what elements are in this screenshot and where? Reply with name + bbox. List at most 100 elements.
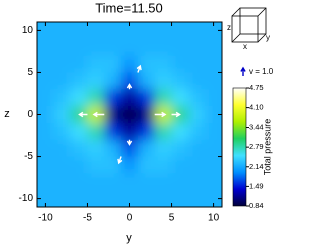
heatmap-cell xyxy=(171,22,189,40)
heatmap-cell xyxy=(70,89,88,107)
x-tick-label: -5 xyxy=(83,213,92,224)
heatmap-cell xyxy=(104,38,122,57)
heatmap-cell xyxy=(70,55,88,73)
heatmap-cell xyxy=(53,89,72,107)
y-tick-label: 5 xyxy=(27,67,33,78)
heatmap-cell xyxy=(154,38,173,57)
heatmap-cell xyxy=(121,89,139,107)
vector-arrow xyxy=(126,139,133,146)
y-tick-label: 10 xyxy=(22,25,34,36)
heatmap-cell xyxy=(154,139,173,158)
y-tick-label: 0 xyxy=(27,109,33,120)
heatmap-cell xyxy=(53,139,72,158)
heatmap-cell xyxy=(188,22,206,40)
heatmap-cell xyxy=(37,89,55,107)
heatmap-cell xyxy=(53,55,72,73)
heatmap-cell xyxy=(87,22,105,40)
heatmap-cell xyxy=(188,139,206,158)
heatmap-cell xyxy=(53,173,72,191)
heatmap-cell xyxy=(121,55,139,73)
heatmap-cell xyxy=(87,122,105,141)
y-tick-label: -5 xyxy=(24,151,33,162)
heatmap-cell xyxy=(188,72,206,90)
x-axis-label: y xyxy=(126,232,132,244)
heatmap-cell xyxy=(205,156,222,174)
y-tick-label: -10 xyxy=(19,193,34,204)
heatmap-cell xyxy=(154,122,173,141)
heatmap-cell xyxy=(87,89,105,107)
heatmap-cell xyxy=(205,55,222,73)
heatmap-cell xyxy=(154,156,173,174)
vector-arrow xyxy=(171,111,181,118)
colorbar-tick-label: 2.14 xyxy=(249,162,264,171)
heatmap-cell xyxy=(37,139,55,158)
heatmap-cell xyxy=(137,22,156,40)
y-axis-label: z xyxy=(4,108,10,120)
heatmap-cell xyxy=(53,190,72,207)
heatmap-cell xyxy=(121,106,139,124)
heatmap-cell xyxy=(171,190,189,207)
heatmap-cell xyxy=(171,89,189,107)
heatmap-cells xyxy=(37,22,222,207)
heatmap-cell xyxy=(205,173,222,191)
heatmap-cell xyxy=(87,38,105,57)
heatmap-cell xyxy=(121,139,139,158)
heatmap-cell xyxy=(53,106,72,124)
heatmap-cell xyxy=(188,55,206,73)
heatmap-cell xyxy=(171,38,189,57)
heatmap-cell xyxy=(121,156,139,174)
cube-label: z xyxy=(227,23,231,32)
heatmap-cell xyxy=(37,22,55,40)
heatmap-cell xyxy=(104,72,122,90)
vector-arrow xyxy=(126,83,133,90)
vector-arrow xyxy=(136,64,142,73)
heatmap-cell xyxy=(37,72,55,90)
heatmap-cell xyxy=(205,190,222,207)
heatmap-cell xyxy=(137,106,156,124)
x-tick-label: -10 xyxy=(38,213,53,224)
heatmap-cell xyxy=(104,89,122,107)
heatmap-cell xyxy=(37,55,55,73)
heatmap-cell xyxy=(205,38,222,57)
heatmap-cell xyxy=(70,72,88,90)
colorbar-label: Total pressure xyxy=(262,119,272,176)
heatmap-cell xyxy=(37,106,55,124)
vector-field xyxy=(78,64,181,165)
heatmap-cell xyxy=(70,173,88,191)
heatmap-cell xyxy=(121,122,139,141)
heatmap-cell xyxy=(137,122,156,141)
heatmap-cell xyxy=(70,38,88,57)
heatmap-cell xyxy=(188,38,206,57)
heatmap-cell xyxy=(154,55,173,73)
heatmap-cell xyxy=(37,38,55,57)
heatmap-cell xyxy=(121,190,139,207)
heatmap-cell xyxy=(171,72,189,90)
heatmap-cell xyxy=(205,122,222,141)
heatmap-cell xyxy=(171,55,189,73)
heatmap-cell xyxy=(137,38,156,57)
heatmap-cell xyxy=(137,156,156,174)
heatmap-cell xyxy=(121,38,139,57)
heatmap-cell xyxy=(37,122,55,141)
colorbar xyxy=(232,87,247,207)
heatmap-cell xyxy=(121,22,139,40)
heatmap-cell xyxy=(104,156,122,174)
heatmap-cell xyxy=(137,139,156,158)
colorbar-tick-label: 4.75 xyxy=(249,83,264,92)
vector-arrow xyxy=(154,111,167,118)
heatmap-cell xyxy=(87,55,105,73)
heatmap-cell xyxy=(205,89,222,107)
vector-arrow xyxy=(117,156,123,165)
heatmap-cell xyxy=(104,22,122,40)
colorbar-tick-label: 0.84 xyxy=(249,201,264,210)
heatmap-cell xyxy=(171,122,189,141)
heatmap-cell xyxy=(188,122,206,141)
heatmap-cell xyxy=(154,72,173,90)
heatmap-cell xyxy=(154,190,173,207)
heatmap-cell xyxy=(104,173,122,191)
heatmap-cell xyxy=(53,156,72,174)
colorbar-tick-label: 4.10 xyxy=(249,103,264,112)
heatmap-cell xyxy=(87,139,105,158)
heatmap-cell xyxy=(171,156,189,174)
